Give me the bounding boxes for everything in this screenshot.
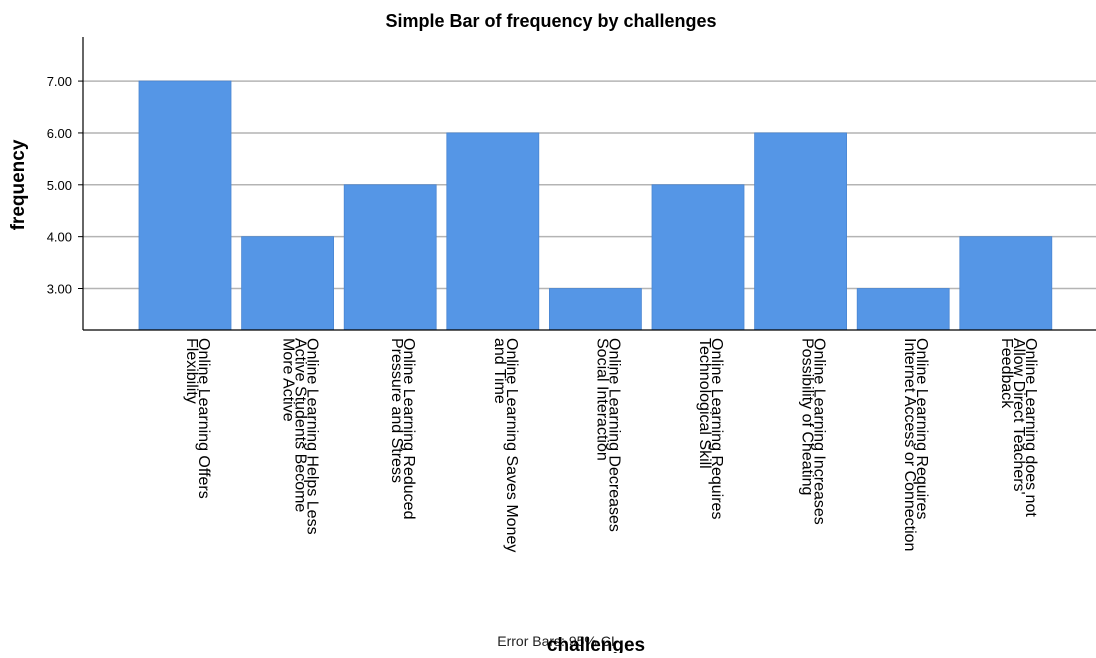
x-category-label-line: Possibility of Cheating — [799, 338, 816, 495]
bar — [754, 132, 847, 331]
x-category-label-line: and Time — [491, 338, 508, 404]
y-tick-label: 5.00 — [47, 178, 72, 193]
x-category-label-line: Online Learning Saves Money — [503, 338, 520, 552]
x-category-label-line: Technological Skill — [696, 338, 713, 469]
y-tick-label: 6.00 — [47, 126, 72, 141]
x-category-label-line: Internet Access or Connection — [901, 338, 918, 551]
x-category-label-line: More Active — [280, 338, 297, 422]
x-axis-title: challenges — [547, 635, 645, 653]
bar — [651, 184, 745, 331]
x-category-label-line: Online Learning Reduced — [400, 338, 417, 519]
bar — [138, 80, 232, 331]
axes — [82, 37, 1096, 331]
y-tick-label: 7.00 — [47, 74, 72, 89]
y-tick-label: 3.00 — [47, 282, 72, 297]
bar — [959, 236, 1053, 331]
x-category-label-line: Online Learning does not — [1022, 338, 1039, 517]
x-category-label-line: Flexibility — [183, 338, 200, 404]
x-category-label-line: Online Learning Increases — [811, 338, 828, 525]
bar — [549, 288, 642, 331]
x-category-label-line: Online Learning Requires — [708, 338, 725, 519]
x-category-label-line: Feedback — [998, 338, 1015, 409]
x-category-label-line: Online Learning Helps Less — [304, 338, 321, 535]
chart-title: Simple Bar of frequency by challenges — [385, 11, 716, 31]
x-category-label-line: Active Students Become — [292, 338, 309, 512]
x-category-label-line: Online Learning Decreases — [605, 338, 622, 532]
bar — [241, 236, 335, 331]
bars — [138, 80, 1053, 331]
error-bars-footnote: Error Bars: 95% CI — [497, 633, 614, 649]
y-tick-labels: 3.00 4.00 5.00 6.00 7.00 — [47, 74, 83, 297]
y-tick-label: 4.00 — [47, 230, 72, 245]
x-category-label-line: Online Learning Offers — [195, 338, 212, 499]
y-axis-title: frequency — [8, 139, 29, 230]
x-category-label-line: Online Learning Requires — [913, 338, 930, 519]
bar — [446, 132, 540, 331]
bar — [856, 288, 950, 331]
gridlines — [83, 80, 1096, 290]
x-category-label-line: Allow Direct Teachers' — [1010, 338, 1027, 495]
x-category-label-line: Pressure and Stress — [388, 338, 405, 483]
bar — [343, 184, 437, 331]
x-category-label-line: Social Interaction — [593, 338, 610, 461]
